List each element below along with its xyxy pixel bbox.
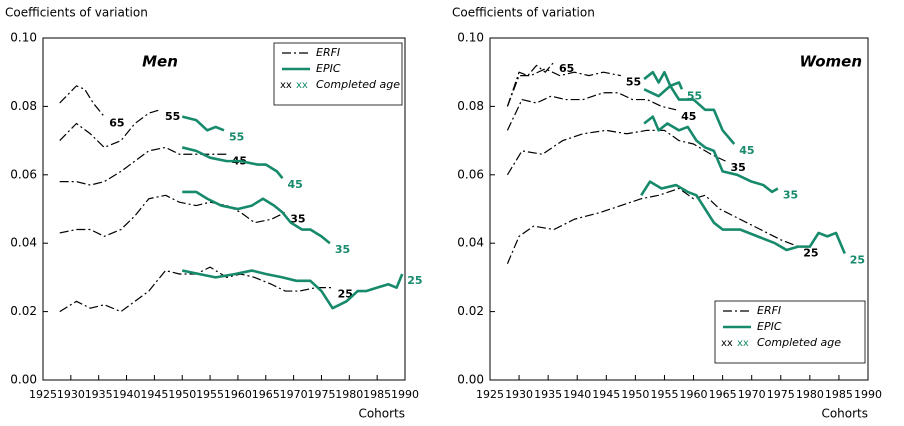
x-tick-label: 1935 bbox=[534, 388, 562, 401]
end-label: 45 bbox=[739, 144, 754, 157]
x-tick-label: 1970 bbox=[738, 388, 766, 401]
series-line bbox=[640, 180, 846, 254]
series-line bbox=[59, 85, 105, 118]
x-tick-label: 1945 bbox=[592, 388, 620, 401]
x-tick-label: 1925 bbox=[476, 388, 504, 401]
end-label: 25 bbox=[407, 274, 422, 287]
x-tick-label: 1965 bbox=[252, 388, 280, 401]
x-tick-label: 1945 bbox=[140, 388, 168, 401]
legend-marker: xx bbox=[280, 80, 292, 91]
x-tick-label: 1970 bbox=[280, 388, 308, 401]
end-label: 35 bbox=[290, 212, 305, 225]
x-tick-label: 1930 bbox=[57, 388, 85, 401]
series-line bbox=[59, 146, 227, 186]
end-label: 65 bbox=[559, 62, 574, 75]
x-tick-label: 1960 bbox=[224, 388, 252, 401]
y-tick-label: 0.08 bbox=[10, 99, 37, 113]
series-line bbox=[182, 190, 331, 245]
legend-marker: xx bbox=[737, 338, 749, 349]
series-line bbox=[181, 146, 284, 180]
x-tick-label: 1990 bbox=[391, 388, 419, 401]
x-tick-label: 1935 bbox=[85, 388, 113, 401]
legend-marker: xx bbox=[721, 338, 733, 349]
end-label: 65 bbox=[109, 117, 124, 130]
end-label: 35 bbox=[731, 161, 746, 174]
end-label: 35 bbox=[783, 188, 798, 201]
x-tick-label: 1940 bbox=[113, 388, 141, 401]
y-tick-label: 0.04 bbox=[457, 236, 484, 250]
x-tick-label: 1950 bbox=[621, 388, 649, 401]
x-tick-label: 1930 bbox=[505, 388, 533, 401]
end-label: 55 bbox=[165, 110, 180, 123]
y-tick-label: 0.06 bbox=[10, 167, 37, 181]
y-tick-label: 0.10 bbox=[457, 31, 484, 45]
x-tick-label: 1990 bbox=[854, 388, 882, 401]
series-line bbox=[643, 70, 684, 90]
series-line bbox=[59, 109, 161, 149]
x-tick-label: 1985 bbox=[825, 388, 853, 401]
legend-marker: xx bbox=[296, 80, 308, 91]
legend-label: ERFI bbox=[757, 304, 781, 317]
end-label: 55 bbox=[229, 130, 244, 143]
end-label: 45 bbox=[287, 178, 302, 191]
y-tick-label: 0.00 bbox=[10, 373, 37, 387]
panel-title: Women bbox=[799, 53, 862, 71]
x-tick-label: 1965 bbox=[709, 388, 737, 401]
x-tick-label: 1980 bbox=[796, 388, 824, 401]
x-axis-label: Cohorts bbox=[821, 407, 868, 421]
series-line bbox=[643, 115, 779, 194]
plot-frame bbox=[42, 37, 406, 381]
y-axis-label: Coefficients of variation bbox=[5, 6, 148, 20]
plot-frame bbox=[489, 37, 869, 381]
series-line bbox=[181, 115, 225, 132]
legend-label: EPIC bbox=[757, 320, 782, 333]
x-tick-label: 1980 bbox=[335, 388, 363, 401]
y-tick-label: 0.06 bbox=[457, 167, 484, 181]
x-tick-label: 1975 bbox=[307, 388, 335, 401]
legend-label: ERFI bbox=[316, 46, 340, 59]
x-tick-label: 1950 bbox=[168, 388, 196, 401]
series-line bbox=[506, 68, 621, 107]
legend-note: Completed age bbox=[757, 336, 841, 349]
series-line bbox=[506, 187, 799, 264]
end-label: 25 bbox=[850, 253, 865, 266]
y-axis-label: Coefficients of variation bbox=[452, 6, 595, 20]
end-label: 55 bbox=[626, 76, 641, 89]
series-line bbox=[506, 61, 555, 107]
x-tick-label: 1940 bbox=[563, 388, 591, 401]
x-tick-label: 1955 bbox=[196, 388, 224, 401]
y-tick-label: 0.08 bbox=[457, 99, 484, 113]
end-label: 25 bbox=[803, 247, 818, 260]
x-tick-label: 1975 bbox=[767, 388, 795, 401]
legend-box bbox=[714, 300, 866, 364]
x-tick-label: 1960 bbox=[680, 388, 708, 401]
x-tick-label: 1955 bbox=[650, 388, 678, 401]
y-tick-label: 0.02 bbox=[457, 304, 484, 318]
series-line bbox=[506, 129, 726, 176]
y-tick-label: 0.04 bbox=[10, 236, 37, 250]
series-line bbox=[643, 84, 736, 145]
x-tick-label: 1925 bbox=[29, 388, 57, 401]
x-axis-label: Cohorts bbox=[358, 407, 405, 421]
series-line bbox=[181, 269, 404, 310]
end-label: 45 bbox=[681, 110, 696, 123]
x-tick-label: 1985 bbox=[363, 388, 391, 401]
panel-title: Men bbox=[142, 53, 178, 71]
y-tick-label: 0.00 bbox=[457, 373, 484, 387]
legend-label: EPIC bbox=[316, 62, 341, 75]
series-line bbox=[59, 194, 286, 237]
series-line bbox=[506, 92, 677, 131]
end-label: 35 bbox=[335, 243, 350, 256]
y-tick-label: 0.02 bbox=[10, 304, 37, 318]
legend-note: Completed age bbox=[316, 78, 400, 91]
y-tick-label: 0.10 bbox=[10, 31, 37, 45]
